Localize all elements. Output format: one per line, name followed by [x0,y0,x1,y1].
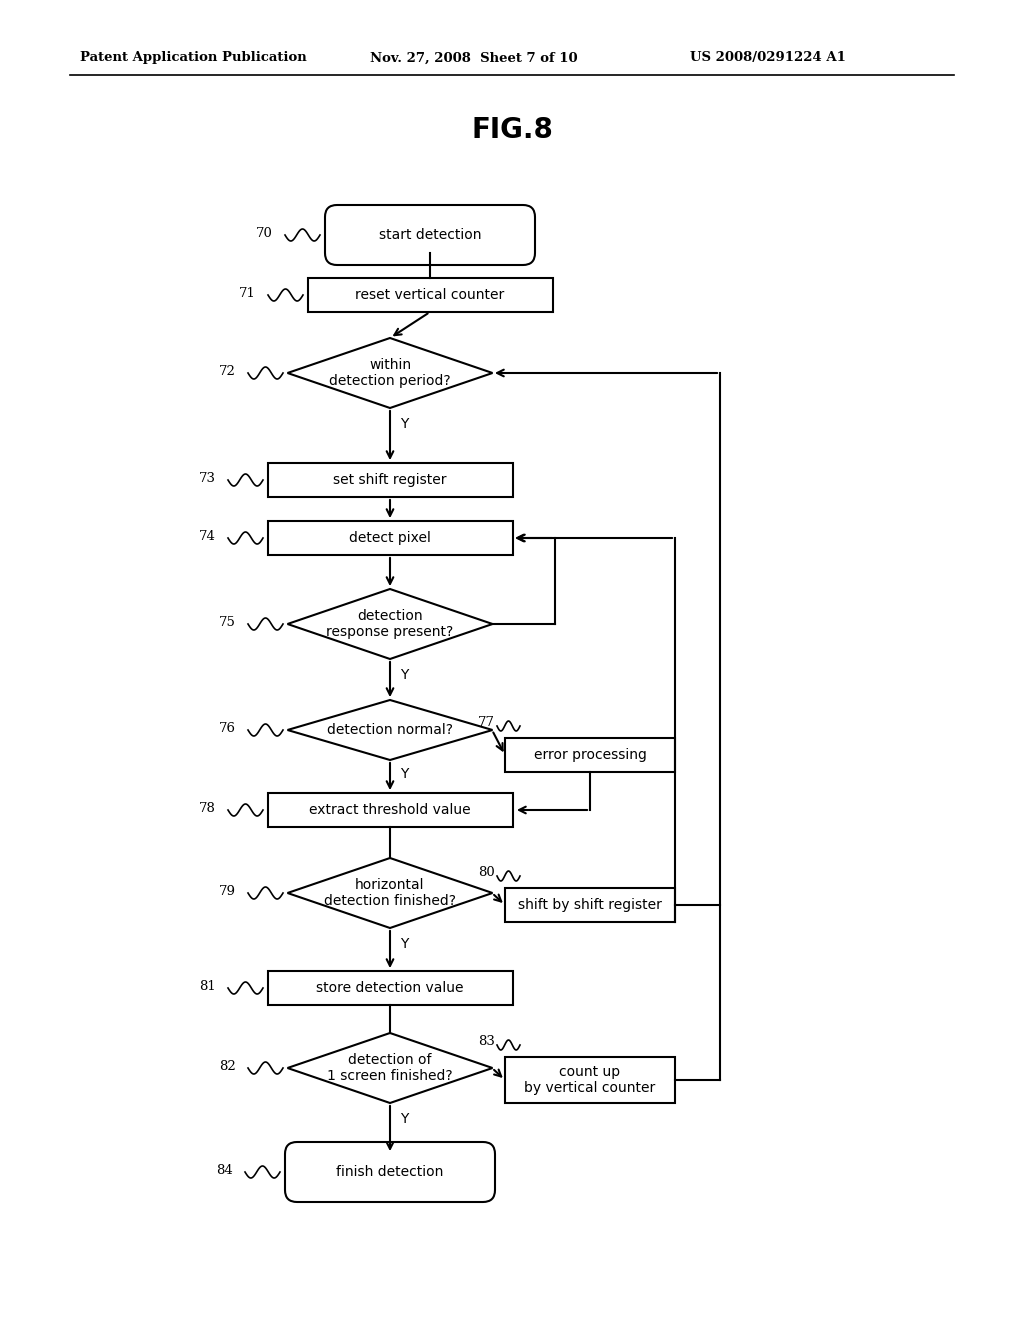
Text: 77: 77 [478,715,495,729]
Text: Y: Y [400,1111,409,1126]
Text: 81: 81 [200,979,216,993]
Text: count up
by vertical counter: count up by vertical counter [524,1065,655,1096]
Text: 73: 73 [199,473,216,484]
Text: 75: 75 [219,616,236,630]
Polygon shape [288,338,493,408]
Text: detection of
1 screen finished?: detection of 1 screen finished? [328,1053,453,1084]
Bar [505,888,675,921]
Text: start detection: start detection [379,228,481,242]
Polygon shape [288,589,493,659]
Text: 78: 78 [199,803,216,814]
Text: 74: 74 [199,531,216,543]
Text: finish detection: finish detection [336,1166,443,1179]
Text: detection normal?: detection normal? [327,723,453,737]
Text: Nov. 27, 2008  Sheet 7 of 10: Nov. 27, 2008 Sheet 7 of 10 [370,51,578,65]
FancyBboxPatch shape [285,1142,495,1203]
Text: store detection value: store detection value [316,981,464,995]
Text: 82: 82 [219,1060,236,1073]
Text: Patent Application Publication: Patent Application Publication [80,51,307,65]
Polygon shape [288,1034,493,1104]
Text: 71: 71 [240,286,256,300]
Text: 76: 76 [219,722,236,735]
Polygon shape [288,700,493,760]
Text: detect pixel: detect pixel [349,531,431,545]
Text: Y: Y [400,668,409,682]
Bar [307,279,553,312]
FancyBboxPatch shape [325,205,535,265]
Text: 70: 70 [256,227,273,240]
Text: Y: Y [400,767,409,781]
Text: Y: Y [400,937,409,950]
Text: 72: 72 [219,366,236,378]
Text: Y: Y [400,417,409,432]
Bar [267,463,512,498]
Bar [267,972,512,1005]
Bar [505,1057,675,1104]
Text: reset vertical counter: reset vertical counter [355,288,505,302]
Text: extract threshold value: extract threshold value [309,803,471,817]
Text: within
detection period?: within detection period? [329,358,451,388]
Text: horizontal
detection finished?: horizontal detection finished? [324,878,456,908]
Text: FIG.8: FIG.8 [471,116,553,144]
Text: 80: 80 [478,866,495,879]
Bar [267,793,512,828]
Text: error processing: error processing [534,748,646,762]
Bar [505,738,675,772]
Polygon shape [288,858,493,928]
Text: detection
response present?: detection response present? [327,609,454,639]
Text: 79: 79 [219,884,236,898]
Text: shift by shift register: shift by shift register [518,898,662,912]
Text: 83: 83 [478,1035,495,1048]
Text: set shift register: set shift register [333,473,446,487]
Text: US 2008/0291224 A1: US 2008/0291224 A1 [690,51,846,65]
Bar [267,521,512,554]
Text: 84: 84 [216,1164,233,1177]
